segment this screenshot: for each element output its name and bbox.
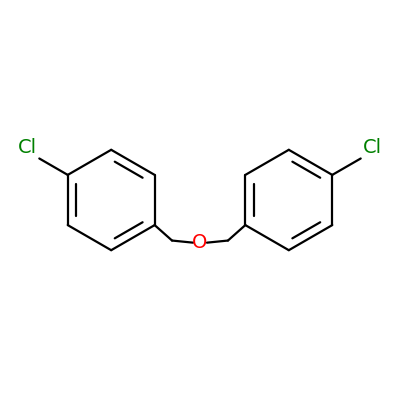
- Text: Cl: Cl: [18, 138, 37, 156]
- Text: Cl: Cl: [363, 138, 382, 156]
- Text: O: O: [192, 233, 208, 252]
